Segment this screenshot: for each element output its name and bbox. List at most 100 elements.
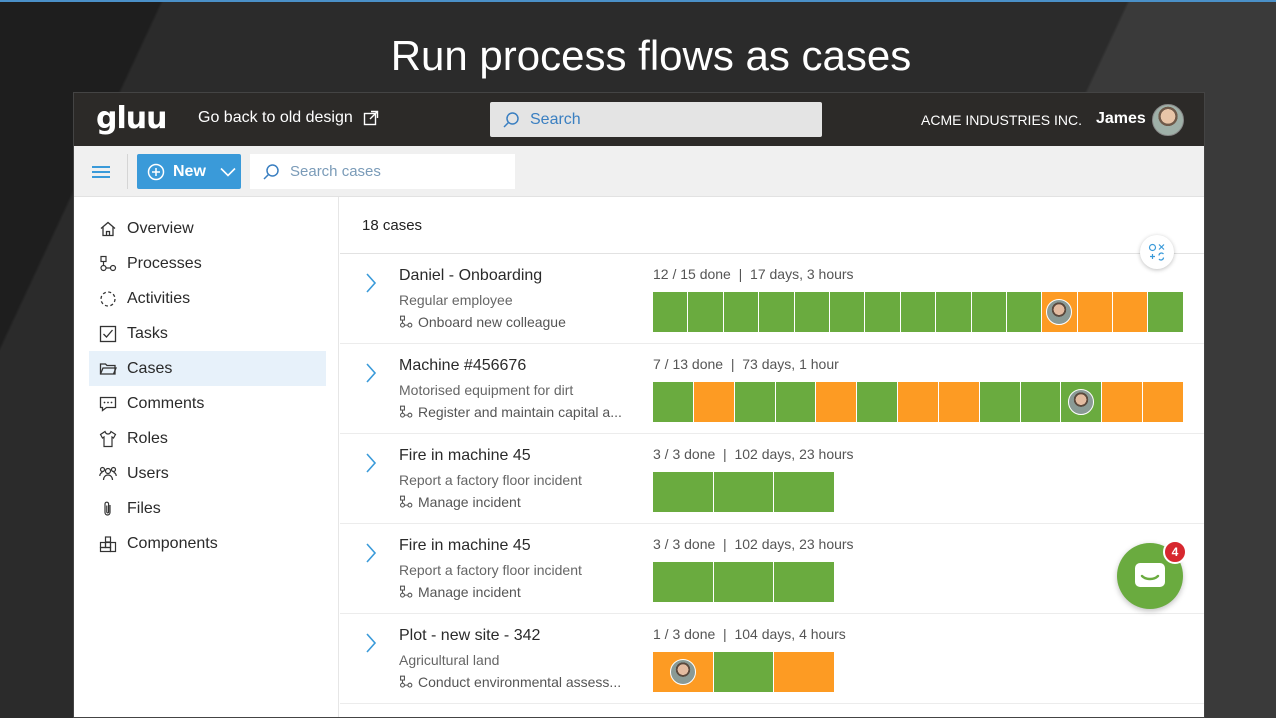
progress-segment-green[interactable] xyxy=(759,292,794,332)
progress-segment-orange[interactable] xyxy=(816,382,857,422)
case-row[interactable]: Fire in machine 45 Report a factory floo… xyxy=(340,434,1204,524)
progress-segment-orange[interactable] xyxy=(653,652,713,692)
case-row[interactable]: Fire in machine 45 Report a factory floo… xyxy=(340,524,1204,614)
app-window: gluu Go back to old design Search ACME I… xyxy=(73,92,1205,718)
progress-segment-green[interactable] xyxy=(713,472,774,512)
progress-segment-green[interactable] xyxy=(653,292,688,332)
sidebar-item-tasks[interactable]: Tasks xyxy=(89,316,326,351)
progress-segment-green[interactable] xyxy=(688,292,723,332)
progress-segment-orange[interactable] xyxy=(938,382,979,422)
sidebar-item-files[interactable]: Files xyxy=(89,491,326,526)
folder-icon xyxy=(99,360,117,378)
chevron-right-icon[interactable] xyxy=(364,362,378,384)
case-status: 12 / 15 done | 17 days, 3 hours xyxy=(653,266,854,282)
sidebar-item-overview[interactable]: Overview xyxy=(89,211,326,246)
sidebar-item-roles[interactable]: Roles xyxy=(89,421,326,456)
case-subtitle: Regular employee xyxy=(399,292,513,308)
progress-segment-green[interactable] xyxy=(774,562,834,602)
chevron-right-icon[interactable] xyxy=(364,272,378,294)
progress-segment-orange[interactable] xyxy=(1102,382,1143,422)
progress-segment-green[interactable] xyxy=(653,562,713,602)
progress-segment-green[interactable] xyxy=(794,292,829,332)
case-title[interactable]: Plot - new site - 342 xyxy=(399,627,541,644)
list-divider xyxy=(340,253,1204,254)
case-process-label: Conduct environmental assess... xyxy=(418,674,622,690)
top-bar: gluu Go back to old design Search ACME I… xyxy=(74,93,1204,146)
progress-segment-green[interactable] xyxy=(1020,382,1061,422)
progress-segment-green[interactable] xyxy=(971,292,1006,332)
chevron-right-icon[interactable] xyxy=(364,542,378,564)
sidebar-item-processes[interactable]: Processes xyxy=(89,246,326,281)
old-design-link[interactable]: Go back to old design xyxy=(198,109,379,127)
progress-segment-green[interactable] xyxy=(713,652,774,692)
progress-segment-orange[interactable] xyxy=(1077,292,1113,332)
progress-segment-green[interactable] xyxy=(775,382,816,422)
user-avatar[interactable] xyxy=(1152,104,1184,136)
assignee-avatar[interactable] xyxy=(669,659,696,685)
progress-segment-orange[interactable] xyxy=(1042,292,1077,332)
progress-segment-green[interactable] xyxy=(723,292,759,332)
progress-segment-green[interactable] xyxy=(1061,382,1102,422)
assignee-avatar[interactable] xyxy=(1068,389,1095,415)
progress-segment-green[interactable] xyxy=(653,472,713,512)
slide-top-line xyxy=(0,0,1276,2)
process-icon xyxy=(400,585,413,598)
progress-segment-green[interactable] xyxy=(1006,292,1042,332)
paperclip-icon xyxy=(99,500,117,518)
progress-segment-green[interactable] xyxy=(774,472,834,512)
sidebar-item-label: Cases xyxy=(127,359,173,377)
case-title[interactable]: Fire in machine 45 xyxy=(399,537,531,554)
case-subtitle: Agricultural land xyxy=(399,652,500,668)
case-row[interactable]: Plot - new site - 342 Agricultural land … xyxy=(340,614,1204,704)
progress-segment-green[interactable] xyxy=(713,562,774,602)
gluu-logo[interactable]: gluu xyxy=(96,101,167,136)
case-status: 7 / 13 done | 73 days, 1 hour xyxy=(653,356,839,372)
progress-segment-orange[interactable] xyxy=(1113,292,1148,332)
case-title[interactable]: Fire in machine 45 xyxy=(399,447,531,464)
progress-segment-green[interactable] xyxy=(857,382,898,422)
case-subtitle: Report a factory floor incident xyxy=(399,472,582,488)
assignee-avatar[interactable] xyxy=(1046,299,1073,325)
progress-segment-green[interactable] xyxy=(829,292,865,332)
progress-segment-green[interactable] xyxy=(734,382,775,422)
progress-segment-orange[interactable] xyxy=(774,652,834,692)
progress-segment-orange[interactable] xyxy=(1143,382,1183,422)
organization-name[interactable]: ACME INDUSTRIES INC. xyxy=(921,112,1083,128)
slide-title: Run process flows as cases xyxy=(390,32,912,79)
sidebar-item-label: Components xyxy=(127,534,218,552)
case-title[interactable]: Daniel - Onboarding xyxy=(399,267,543,284)
sidebar-item-activities[interactable]: Activities xyxy=(89,281,326,316)
new-button[interactable]: New xyxy=(137,154,241,189)
menu-icon[interactable] xyxy=(92,166,110,178)
case-title[interactable]: Machine #456676 xyxy=(399,357,527,374)
view-toggle-button[interactable] xyxy=(1140,235,1174,269)
search-cases-placeholder: Search cases xyxy=(290,163,381,180)
progress-segment-green[interactable] xyxy=(653,382,693,422)
user-name[interactable]: James xyxy=(1096,110,1146,127)
progress-bar xyxy=(653,472,834,512)
case-row[interactable]: Machine #456676 Motorised equipment for … xyxy=(340,344,1204,434)
case-process: Conduct environmental assess... xyxy=(399,674,621,690)
progress-segment-green[interactable] xyxy=(979,382,1020,422)
progress-segment-green[interactable] xyxy=(865,292,900,332)
comment-icon xyxy=(99,395,117,413)
case-row[interactable]: Daniel - Onboarding Regular employee Onb… xyxy=(340,254,1204,344)
sidebar-item-label: Tasks xyxy=(127,324,168,342)
sidebar-item-users[interactable]: Users xyxy=(89,456,326,491)
sidebar-item-comments[interactable]: Comments xyxy=(89,386,326,421)
progress-segment-green[interactable] xyxy=(900,292,936,332)
global-search-input[interactable]: Search xyxy=(490,102,822,137)
chevron-right-icon[interactable] xyxy=(364,452,378,474)
case-process: Manage incident xyxy=(399,584,521,600)
progress-segment-orange[interactable] xyxy=(693,382,734,422)
sidebar-item-components[interactable]: Components xyxy=(89,526,326,561)
process-icon xyxy=(400,495,413,508)
chevron-right-icon[interactable] xyxy=(364,632,378,654)
search-cases-input[interactable]: Search cases xyxy=(250,154,515,189)
sidebar-item-cases[interactable]: Cases xyxy=(89,351,326,386)
case-status: 3 / 3 done | 102 days, 23 hours xyxy=(653,446,854,462)
notification-badge: 4 xyxy=(1163,540,1187,564)
progress-segment-green[interactable] xyxy=(1148,292,1183,332)
progress-segment-green[interactable] xyxy=(936,292,971,332)
progress-segment-orange[interactable] xyxy=(898,382,938,422)
